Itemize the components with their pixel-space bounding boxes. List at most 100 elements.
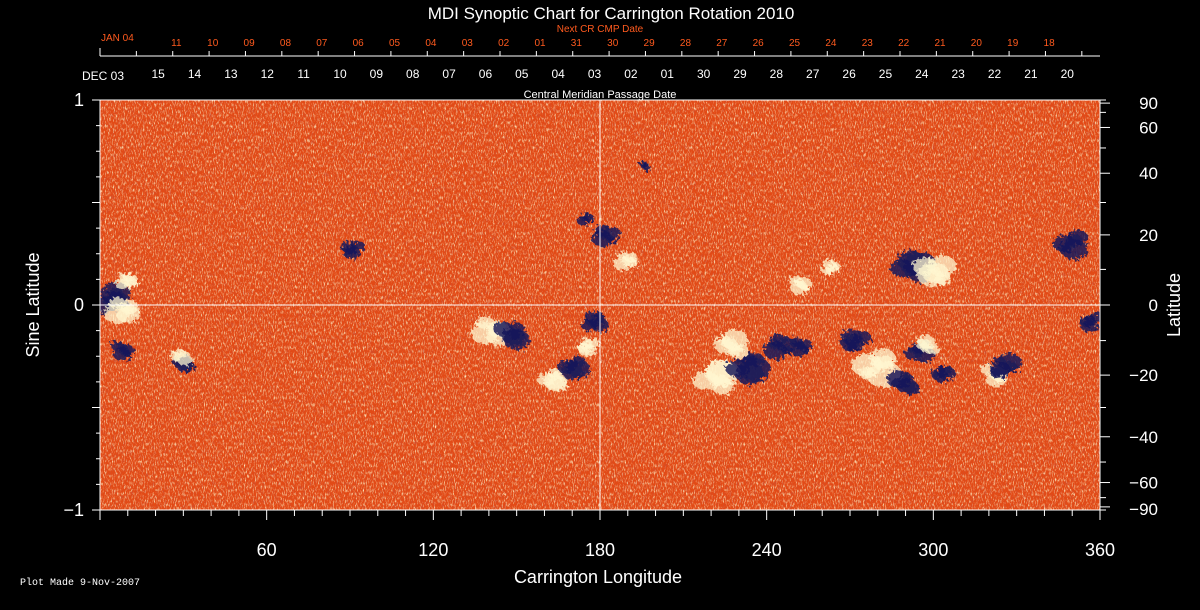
next-cr-date-label: 27 <box>716 38 728 49</box>
cmp-date-label: 05 <box>515 67 529 81</box>
positive-polarity-region <box>177 354 193 366</box>
next-cr-date-label: 02 <box>498 38 510 49</box>
next-cr-date-label: 20 <box>971 38 983 49</box>
right-axis-ticks: 90 60 40 20 0 −20 −40 −60 −90 <box>1100 94 1158 519</box>
cmp-date-labels: 15 14 13 12 11 10 09 08 07 06 05 04 03 02 01 30 29 28 27 26… <box>152 67 1075 81</box>
next-cr-date-label: 24 <box>825 38 837 49</box>
positive-polarity-region <box>120 273 139 287</box>
negative-polarity-region <box>584 311 606 327</box>
positive-polarity-region <box>470 322 501 345</box>
cmp-date-label: 12 <box>261 67 275 81</box>
next-cr-date-label: 11 <box>171 38 182 49</box>
left-tick-label: 0 <box>74 295 84 315</box>
cmp-date-label: 25 <box>879 67 893 81</box>
right-tick-label: −20 <box>1129 366 1158 385</box>
cmp-date-label: 29 <box>733 67 747 81</box>
top-axis-ticks <box>99 48 1083 56</box>
left-tick-label: −1 <box>63 500 84 520</box>
next-cr-date-label: 22 <box>898 38 910 49</box>
cmp-date-label: 06 <box>479 67 493 81</box>
cmp-date-label: 24 <box>915 67 929 81</box>
cmp-date-label: 30 <box>697 67 711 81</box>
x-axis-ticks: 60 120 180 240 300 360 <box>99 510 1115 560</box>
negative-polarity-region <box>503 330 531 350</box>
next-cr-date-label: 30 <box>607 38 619 49</box>
right-tick-label: −40 <box>1129 428 1158 447</box>
negative-polarity-region <box>592 231 614 247</box>
right-tick-label: 90 <box>1139 94 1158 113</box>
cmp-date-label: 07 <box>442 67 456 81</box>
positive-polarity-region <box>613 257 632 271</box>
cmp-date-label: 10 <box>333 67 347 81</box>
next-cr-date-label: 19 <box>1007 38 1019 49</box>
chart-title: MDI Synoptic Chart for Carrington Rotati… <box>428 4 795 23</box>
negative-polarity-region <box>1060 239 1088 260</box>
cmp-date-label: 03 <box>588 67 602 81</box>
next-cr-date-label: 08 <box>280 38 292 49</box>
right-tick-label: −90 <box>1129 500 1158 519</box>
negative-polarity-region <box>737 356 771 381</box>
x-tick-label: 360 <box>1085 540 1115 560</box>
cmp-date-label: 26 <box>842 67 856 81</box>
cmp-date-label: 27 <box>806 67 820 81</box>
cmp-date-label: 15 <box>152 67 166 81</box>
negative-polarity-region <box>576 216 589 226</box>
top-axis-start-label: DEC 03 <box>82 69 124 83</box>
cmp-date-label: 11 <box>297 67 310 81</box>
negative-polarity-region <box>937 366 956 380</box>
next-cr-date-label: 09 <box>244 38 256 49</box>
negative-polarity-region <box>790 343 809 357</box>
next-cr-date-labels: 11 10 09 08 07 06 05 04 03 02 01 31 30 29 28 27 26 25 24 23… <box>171 38 1055 49</box>
plot-made-note: Plot Made 9-Nov-2007 <box>20 578 141 589</box>
next-cr-date-label: 05 <box>389 38 401 49</box>
x-tick-label: 300 <box>918 540 948 560</box>
x-axis-label: Carrington Longitude <box>514 567 682 587</box>
y-axis-label-right: Latitude <box>1164 273 1184 337</box>
next-cr-date-label: 07 <box>316 38 328 49</box>
right-tick-label: 60 <box>1139 118 1158 137</box>
next-cr-date-label: 10 <box>207 38 219 49</box>
next-cr-date-label: 28 <box>680 38 692 49</box>
positive-polarity-region <box>790 281 809 295</box>
top-axis-title: Central Meridian Passage Date <box>524 89 677 101</box>
cmp-date-label: 14 <box>188 67 202 81</box>
positive-polarity-region <box>543 372 568 391</box>
x-tick-label: 240 <box>752 540 782 560</box>
cmp-date-label: 02 <box>624 67 638 81</box>
positive-polarity-region <box>916 262 950 287</box>
next-cr-start-label: JAN 04 <box>101 33 134 44</box>
cmp-date-label: 01 <box>661 67 675 81</box>
right-tick-label: 20 <box>1139 226 1158 245</box>
next-cr-date-label: 21 <box>934 38 946 49</box>
positive-polarity-region <box>917 335 936 349</box>
next-cr-date-label: 01 <box>534 38 546 49</box>
next-cr-title: Next CR CMP Date <box>557 24 644 35</box>
next-cr-date-label: 06 <box>353 38 365 49</box>
cmp-date-label: 04 <box>552 67 566 81</box>
next-cr-date-label: 26 <box>753 38 765 49</box>
negative-polarity-region <box>641 164 651 171</box>
right-tick-label: −60 <box>1129 474 1158 493</box>
left-tick-label: 1 <box>74 90 84 110</box>
next-cr-date-label: 31 <box>571 38 583 49</box>
positive-polarity-region <box>721 329 749 350</box>
negative-polarity-region <box>997 353 1022 372</box>
negative-polarity-region <box>342 245 361 259</box>
left-axis-ticks: 1 0 −1 <box>63 90 100 520</box>
cmp-date-label: 28 <box>770 67 784 81</box>
negative-polarity-region <box>1080 318 1099 333</box>
cmp-date-label: 08 <box>406 67 420 81</box>
positive-polarity-region <box>103 303 131 324</box>
right-tick-label: 40 <box>1139 164 1158 183</box>
negative-polarity-region <box>886 370 911 388</box>
cmp-date-label: 23 <box>952 67 966 81</box>
cmp-date-label: 13 <box>224 67 238 81</box>
negative-polarity-region <box>113 347 132 361</box>
right-tick-label: 0 <box>1149 296 1158 315</box>
next-cr-date-label: 29 <box>644 38 656 49</box>
cmp-date-label: 21 <box>1024 67 1038 81</box>
next-cr-date-label: 18 <box>1044 38 1056 49</box>
y-axis-label-left: Sine Latitude <box>23 252 43 357</box>
x-tick-label: 120 <box>418 540 448 560</box>
cmp-date-label: 09 <box>370 67 384 81</box>
